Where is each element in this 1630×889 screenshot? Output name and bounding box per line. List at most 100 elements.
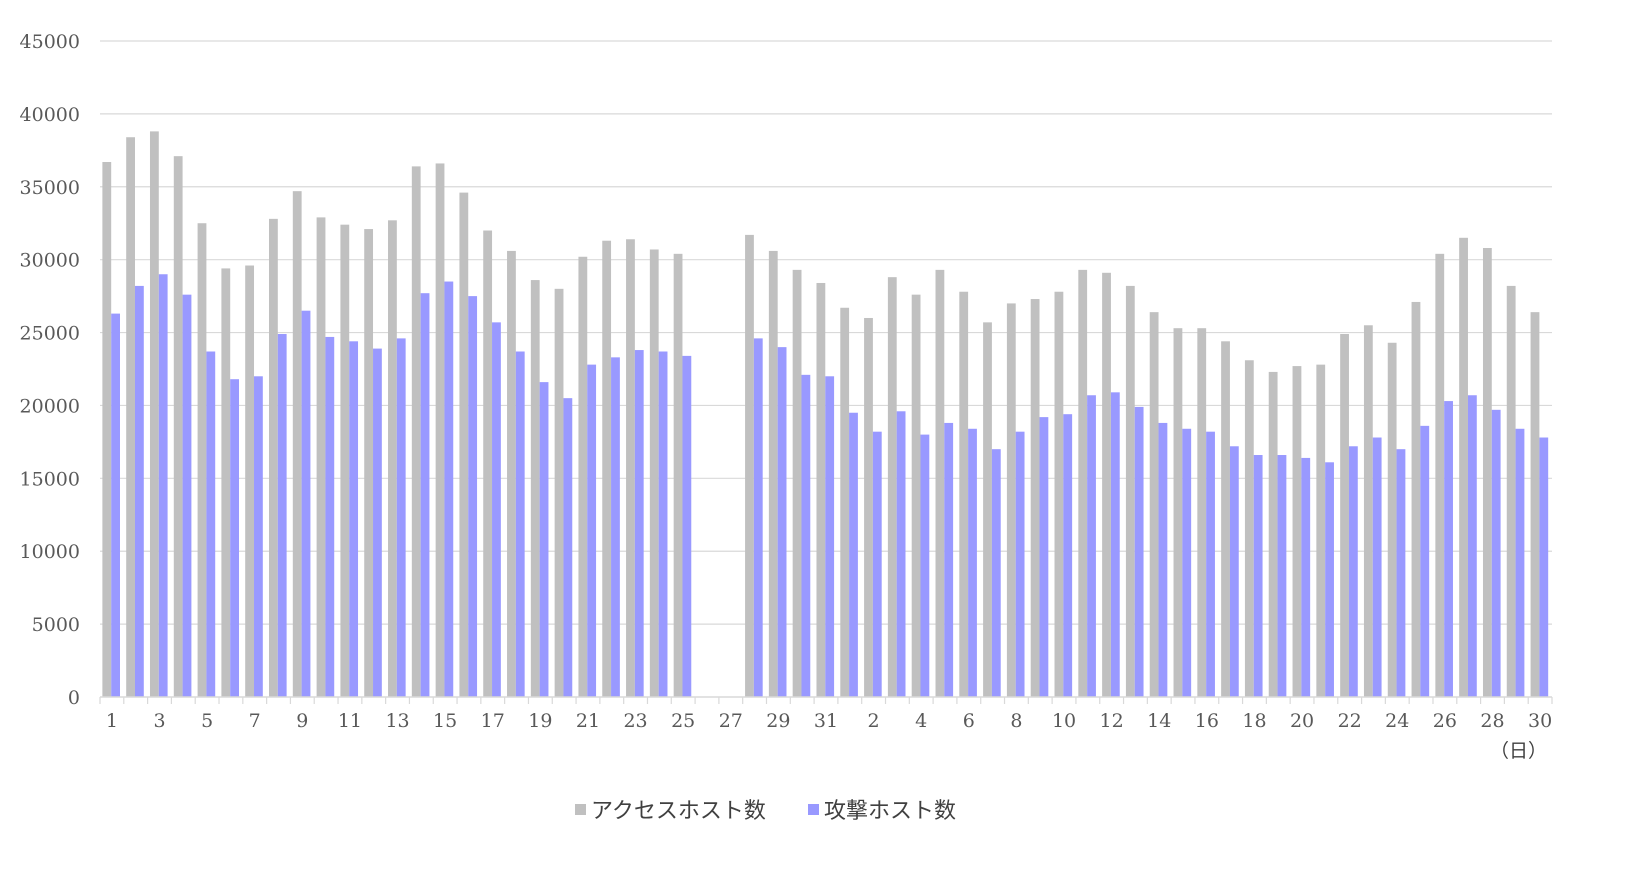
attack-host-bar <box>1159 423 1168 697</box>
access-host-bar <box>483 231 492 697</box>
attack-host-bar <box>1111 392 1120 697</box>
y-tick-label: 35000 <box>20 177 80 199</box>
attack-host-bar <box>563 398 572 697</box>
y-tick-label: 15000 <box>20 468 80 490</box>
x-tick-label: 24 <box>1385 710 1409 732</box>
access-host-bar <box>1150 312 1159 697</box>
access-host-bar <box>1388 343 1397 697</box>
access-host-bar <box>340 225 349 697</box>
access-host-bar <box>745 235 754 697</box>
access-host-bar <box>269 219 278 697</box>
x-tick-label: 13 <box>385 710 409 732</box>
attack-host-bar <box>1301 458 1310 697</box>
access-host-bar <box>793 270 802 697</box>
access-host-bar <box>1435 254 1444 697</box>
access-host-bar <box>769 251 778 697</box>
y-axis-tick-labels: 0 5000 10000 15000 20000 25000 30000 35000 40000… <box>20 31 80 709</box>
x-tick-label: 3 <box>153 710 165 732</box>
y-tick-label: 10000 <box>20 541 80 563</box>
attack-host-bar <box>206 352 215 697</box>
attack-host-bar <box>1420 426 1429 697</box>
x-tick-label: 5 <box>201 710 213 732</box>
attack-host-bar <box>920 435 929 697</box>
attack-host-bar <box>302 311 311 697</box>
attack-host-bar <box>183 295 192 697</box>
attack-host-bar <box>1087 395 1096 697</box>
access-host-bar <box>436 163 445 697</box>
access-host-bar <box>507 251 516 697</box>
y-tick-label: 25000 <box>20 323 80 345</box>
access-host-bar <box>1483 248 1492 697</box>
attack-host-bar <box>873 432 882 697</box>
attack-host-bar <box>468 296 477 697</box>
attack-host-bar <box>1444 401 1453 697</box>
x-tick-label: 23 <box>623 710 647 732</box>
access-host-bar <box>1269 372 1278 697</box>
x-tick-label: 28 <box>1480 710 1504 732</box>
access-host-bar <box>959 292 968 697</box>
x-tick-label: 19 <box>528 710 552 732</box>
attack-host-bar <box>1016 432 1025 697</box>
x-tick-label: 29 <box>766 710 790 732</box>
x-tick-label: 6 <box>963 710 975 732</box>
legend-label-attack: 攻撃ホスト数 <box>824 799 956 824</box>
attack-host-bar <box>540 382 549 697</box>
access-host-bar <box>150 131 159 697</box>
access-host-bar <box>1078 270 1087 697</box>
access-host-bar <box>1221 341 1230 697</box>
attack-host-bar <box>1206 432 1215 697</box>
x-tick-label: 10 <box>1052 710 1076 732</box>
attack-host-bar <box>944 423 953 697</box>
attack-host-bar <box>1397 449 1406 697</box>
attack-host-bar <box>159 274 168 697</box>
access-host-bar <box>840 308 849 697</box>
attack-host-bar <box>682 356 691 697</box>
attack-host-bar <box>421 293 430 697</box>
access-host-bar <box>221 268 230 697</box>
access-host-bar <box>1102 273 1111 697</box>
attack-host-bar <box>516 352 525 697</box>
access-host-bar <box>626 239 635 697</box>
x-tick-label: 14 <box>1147 710 1171 732</box>
y-tick-label: 5000 <box>32 614 80 636</box>
attack-host-bar <box>1278 455 1287 697</box>
attack-host-bar <box>897 411 906 697</box>
attack-host-bar <box>135 286 144 697</box>
attack-host-bar <box>754 338 763 697</box>
attack-host-bar <box>1182 429 1191 697</box>
x-tick-label: 25 <box>671 710 695 732</box>
attack-host-bar <box>278 334 287 697</box>
x-axis-unit-label: （日） <box>1490 740 1547 762</box>
attack-host-bar <box>230 379 239 697</box>
attack-host-bar <box>254 376 263 697</box>
access-host-bar <box>174 156 183 697</box>
y-tick-label: 45000 <box>20 31 80 53</box>
access-host-bar <box>1293 366 1302 697</box>
attack-host-bar <box>444 282 453 697</box>
x-tick-label: 16 <box>1195 710 1219 732</box>
attack-host-bar <box>801 375 810 697</box>
attack-host-bar <box>1325 462 1334 697</box>
x-tick-label: 11 <box>338 710 362 732</box>
attack-host-bar <box>778 347 787 697</box>
access-host-bar <box>531 280 540 697</box>
attack-host-bar <box>1254 455 1263 697</box>
access-host-bar <box>102 162 111 697</box>
access-host-bar <box>1174 328 1183 697</box>
access-host-bar <box>555 289 564 697</box>
access-host-bar <box>983 322 992 697</box>
attack-host-bar <box>349 341 358 697</box>
access-host-bar <box>816 283 825 697</box>
access-host-bar <box>912 295 921 697</box>
attack-host-bar <box>373 349 382 697</box>
attack-host-bar <box>968 429 977 697</box>
y-tick-label: 30000 <box>20 250 80 272</box>
attack-host-bar <box>1539 438 1548 697</box>
access-host-bar <box>364 229 373 697</box>
access-host-bar <box>1055 292 1064 697</box>
access-host-bar <box>1126 286 1135 697</box>
legend-swatch-attack <box>808 804 819 815</box>
attack-host-bar <box>1492 410 1501 697</box>
access-host-bar <box>198 223 207 697</box>
